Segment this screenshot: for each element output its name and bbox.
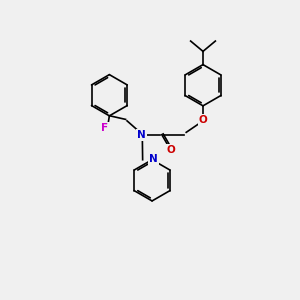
Text: N: N bbox=[149, 154, 158, 164]
Text: F: F bbox=[101, 123, 109, 133]
Text: O: O bbox=[166, 145, 175, 155]
Text: O: O bbox=[199, 115, 207, 125]
Text: N: N bbox=[137, 130, 146, 140]
